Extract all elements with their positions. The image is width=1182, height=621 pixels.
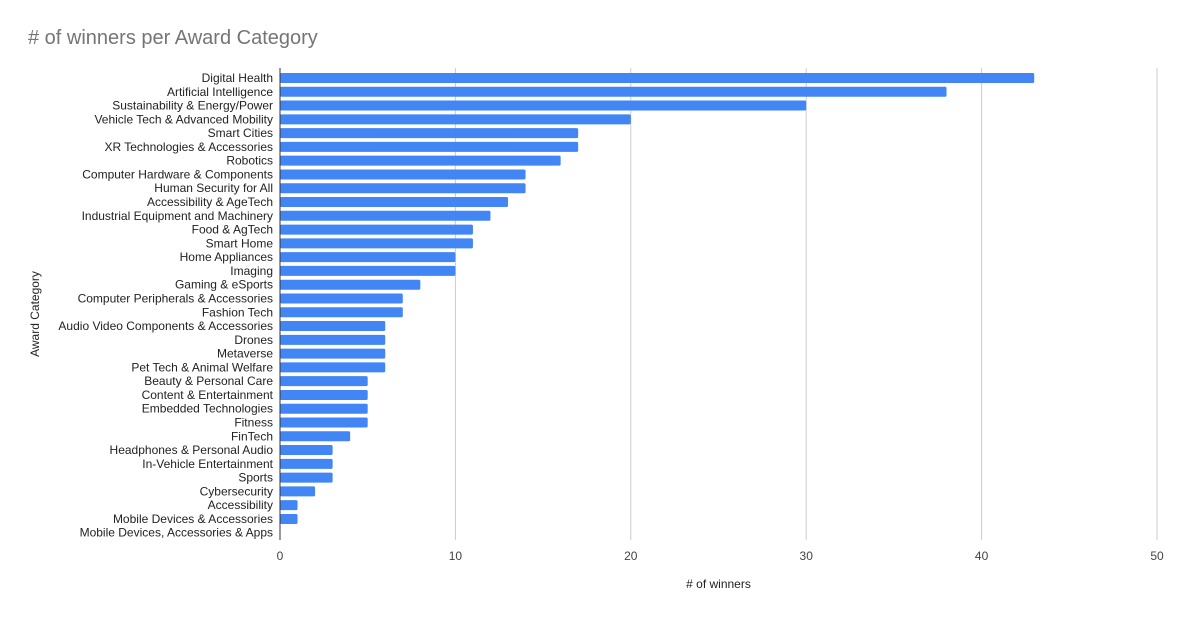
bar: [280, 155, 561, 166]
bar: [280, 293, 403, 304]
bar: [280, 472, 333, 483]
category-label: Artificial Intelligence: [167, 85, 273, 99]
chart-title: # of winners per Award Category: [28, 27, 318, 49]
bar: [280, 334, 386, 345]
category-label: Robotics: [226, 154, 273, 168]
bar: [280, 141, 579, 152]
x-tick-label: 30: [800, 549, 814, 563]
category-label: Sports: [238, 471, 273, 485]
category-label: Smart Home: [206, 236, 274, 250]
category-label: Accessibility: [208, 498, 273, 512]
category-label: Sustainability & Energy/Power: [112, 99, 273, 113]
category-label: FinTech: [231, 429, 273, 443]
bar: [280, 252, 456, 263]
bar: [280, 431, 351, 442]
bar: [280, 224, 473, 235]
category-label: Smart Cities: [208, 126, 273, 140]
bar: [280, 86, 947, 97]
category-label: Mobile Devices, Accessories & Apps: [80, 526, 273, 540]
category-label: Beauty & Personal Care: [144, 374, 273, 388]
bar: [280, 169, 526, 180]
category-label: Food & AgTech: [192, 223, 273, 237]
category-label: Headphones & Personal Audio: [110, 443, 274, 457]
bar: [280, 486, 316, 497]
bar: [280, 73, 1035, 83]
category-label: Metaverse: [217, 347, 273, 361]
bar: [280, 403, 368, 414]
category-label: Vehicle Tech & Advanced Mobility: [94, 112, 273, 126]
x-tick-label: 10: [449, 549, 463, 563]
bar: [280, 500, 298, 511]
bar: [280, 458, 333, 469]
bar: [280, 445, 333, 456]
x-tick-label: 0: [277, 549, 284, 563]
gridlines: [454, 68, 1158, 540]
bar: [280, 417, 368, 428]
bar: [280, 321, 386, 332]
bar: [280, 279, 421, 290]
bar: [280, 210, 491, 221]
bar: [280, 100, 807, 111]
category-label: Home Appliances: [180, 250, 273, 264]
category-label: Embedded Technologies: [142, 402, 273, 416]
bar: [280, 128, 579, 139]
category-label: Accessibility & AgeTech: [147, 195, 273, 209]
category-label: Gaming & eSports: [175, 278, 273, 292]
category-label: Fashion Tech: [202, 305, 273, 319]
category-label: Audio Video Components & Accessories: [58, 319, 273, 333]
bar: [280, 362, 386, 373]
bar: [280, 376, 368, 387]
category-label: Drones: [234, 333, 273, 347]
category-label: Fitness: [234, 416, 273, 430]
bar: [280, 265, 456, 276]
x-axis-title: # of winners: [686, 577, 751, 591]
bar: [280, 238, 473, 249]
bar: [280, 513, 298, 524]
category-label: Cybersecurity: [200, 484, 273, 498]
bar: [280, 348, 386, 359]
bar: [280, 114, 631, 125]
category-label: Digital Health: [202, 71, 273, 85]
bar: [280, 183, 526, 194]
category-label: Computer Peripherals & Accessories: [78, 291, 273, 305]
x-tick-label: 40: [975, 549, 989, 563]
bars: [280, 73, 1035, 524]
x-tick-labels: 0 10 20 30 40 50: [277, 549, 1164, 563]
category-label: Human Security for All: [154, 181, 273, 195]
category-label: Computer Hardware & Components: [82, 167, 273, 181]
x-tick-label: 20: [624, 549, 638, 563]
x-tick-label: 50: [1150, 549, 1164, 563]
bar: [280, 307, 403, 318]
category-label: XR Technologies & Accessories: [104, 140, 273, 154]
category-label: Imaging: [230, 264, 273, 278]
bar: [280, 197, 509, 208]
category-label: Pet Tech & Animal Welfare: [131, 360, 273, 374]
category-label: In-Vehicle Entertainment: [142, 457, 273, 471]
category-label: Industrial Equipment and Machinery: [82, 209, 273, 223]
y-axis-title: Award Category: [28, 271, 42, 357]
category-label: Mobile Devices & Accessories: [113, 512, 273, 526]
category-label: Content & Entertainment: [142, 388, 274, 402]
bar: [280, 389, 368, 400]
